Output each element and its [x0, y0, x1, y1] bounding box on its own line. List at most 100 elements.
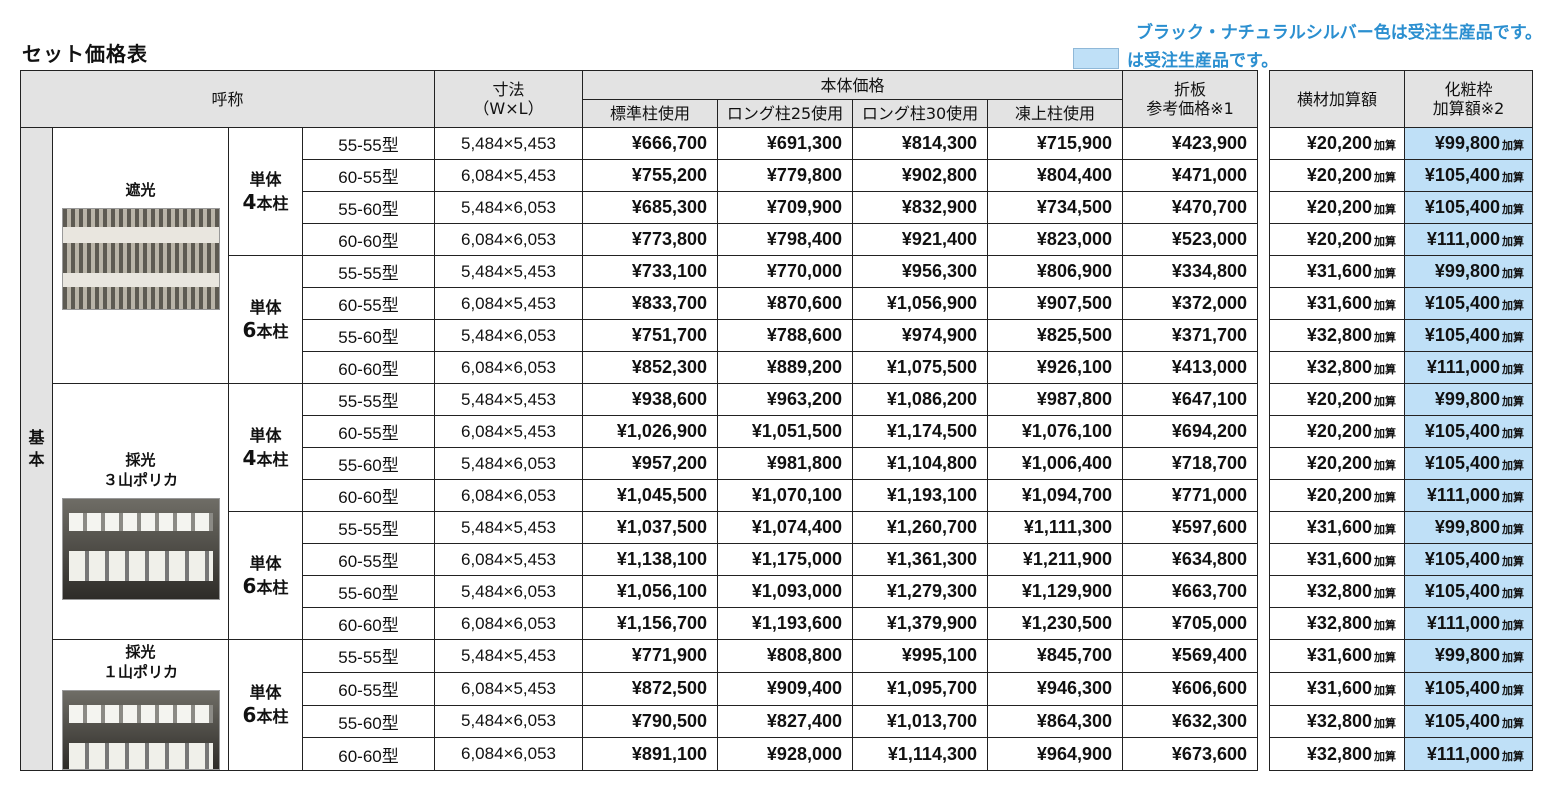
table-row: 60-55型 6,084×5,453 ¥755,200 ¥779,800 ¥902,80…	[21, 159, 1533, 192]
beam-add: ¥20,200 加算	[1269, 223, 1405, 256]
type-cell: 採光 １山ポリカ	[52, 639, 229, 771]
price-frost: ¥715,900	[987, 127, 1123, 160]
post-config-count: 6本柱	[230, 317, 302, 343]
column-gap	[1257, 607, 1270, 640]
price-frost: ¥804,400	[987, 159, 1123, 192]
price-long25: ¥798,400	[717, 223, 853, 256]
price-long30: ¥1,174,500	[852, 415, 988, 448]
dimension: 5,484×6,053	[434, 447, 583, 480]
beam-add: ¥20,200 加算	[1269, 159, 1405, 192]
price-standard: ¥891,100	[582, 737, 718, 771]
decor-add: ¥111,000 加算	[1404, 607, 1533, 640]
price-long25: ¥963,200	[717, 383, 853, 416]
price-standard: ¥755,200	[582, 159, 718, 192]
price-standard: ¥872,500	[582, 671, 718, 706]
base-label-char: 基	[28, 428, 45, 447]
add-suffix: 加算	[1374, 204, 1396, 216]
size-type: 60-60型	[302, 737, 435, 771]
price-frost: ¥1,129,900	[987, 575, 1123, 608]
decor-add-value: ¥99,800	[1434, 517, 1500, 537]
decor-add: ¥105,400 加算	[1404, 191, 1533, 224]
price-frost: ¥806,900	[987, 255, 1123, 288]
post-config-label: 単体	[249, 425, 282, 445]
price-standard: ¥685,300	[582, 191, 718, 224]
price-standard: ¥1,037,500	[582, 511, 718, 544]
decor-add: ¥111,000 加算	[1404, 737, 1533, 771]
post-count: 6	[242, 703, 257, 727]
price-long25: ¥1,093,000	[717, 575, 853, 608]
price-fold: ¥569,400	[1122, 639, 1258, 673]
table-row: 採光 ３山ポリカ 単体 4本柱 55-55型 5,484×5,453 ¥938,600 ¥96…	[21, 383, 1533, 640]
decor-add: ¥105,400 加算	[1404, 575, 1533, 608]
table-row: 60-55型 6,084×5,453 ¥1,138,100 ¥1,175,000 ¥1,…	[21, 543, 1533, 576]
dimension: 6,084×5,453	[434, 415, 583, 448]
price-long30: ¥902,800	[852, 159, 988, 192]
price-long30: ¥956,300	[852, 255, 988, 288]
size-type: 55-55型	[302, 127, 435, 160]
post-config-count: 6本柱	[230, 575, 302, 599]
blue-swatch-icon	[1073, 48, 1119, 69]
size-type: 60-60型	[302, 223, 435, 256]
price-standard: ¥957,200	[582, 447, 718, 480]
price-fold: ¥718,700	[1122, 447, 1258, 480]
column-gap	[1257, 383, 1270, 416]
dimension: 6,084×5,453	[434, 671, 583, 706]
price-standard: ¥938,600	[582, 383, 718, 416]
price-long30: ¥1,279,300	[852, 575, 988, 608]
dimension: 6,084×6,053	[434, 737, 583, 771]
post-count: 4	[242, 189, 257, 214]
header-size-label: 寸法	[492, 80, 525, 99]
decor-add: ¥105,400 加算	[1404, 159, 1533, 192]
type-label: 遮光	[125, 181, 156, 199]
table-row: 55-60型 5,484×6,053 ¥790,500 ¥827,400 ¥1,013,…	[21, 704, 1533, 739]
beam-add-value: ¥32,800	[1306, 581, 1372, 601]
add-suffix: 加算	[1502, 717, 1524, 730]
header-fold-line1: 折板	[1173, 80, 1206, 99]
size-type: 60-55型	[302, 287, 435, 320]
decor-add-value: ¥105,400	[1424, 678, 1500, 699]
column-gap	[1257, 639, 1270, 673]
type-cell: 遮光	[52, 127, 229, 384]
price-fold: ¥647,100	[1122, 383, 1258, 416]
decor-add-value: ¥105,400	[1424, 293, 1500, 313]
add-suffix: 加算	[1374, 620, 1396, 632]
price-fold: ¥673,600	[1122, 737, 1258, 771]
add-suffix: 加算	[1374, 332, 1396, 344]
add-suffix: 加算	[1374, 556, 1396, 568]
price-long30: ¥1,361,300	[852, 543, 988, 576]
header-fold-line2: 参考価格※1	[1146, 99, 1234, 118]
beam-add: ¥20,200 加算	[1269, 447, 1405, 480]
decor-add-value: ¥105,400	[1424, 325, 1500, 345]
add-suffix: 加算	[1374, 140, 1396, 152]
price-frost: ¥823,000	[987, 223, 1123, 256]
decor-add: ¥111,000 加算	[1404, 351, 1533, 384]
decor-add: ¥105,400 加算	[1404, 543, 1533, 576]
beam-add-value: ¥20,200	[1306, 229, 1372, 249]
beam-add: ¥31,600 加算	[1269, 671, 1405, 706]
table-row: 基本遮光 単体 4本柱 55-55型 5,484×5,453 ¥666,700 ¥691,3…	[20, 127, 1533, 771]
decor-add: ¥105,400 加算	[1404, 671, 1533, 706]
price-long30: ¥1,104,800	[852, 447, 988, 480]
table-row: 60-55型 6,084×5,453 ¥833,700 ¥870,600 ¥1,056,…	[21, 287, 1533, 320]
decor-add: ¥111,000 加算	[1404, 223, 1533, 256]
post-config-count: 4本柱	[230, 447, 302, 471]
price-standard: ¥1,045,500	[582, 479, 718, 512]
column-gap	[1257, 255, 1270, 288]
beam-add-value: ¥20,200	[1306, 453, 1372, 473]
size-type: 55-55型	[302, 639, 435, 673]
add-suffix: 加算	[1502, 140, 1524, 152]
header-decor: 化粧枠 加算額※2	[1404, 70, 1533, 128]
post-config: 単体 6本柱	[228, 639, 303, 771]
price-fold: ¥523,000	[1122, 223, 1258, 256]
table-row: 60-60型 6,084×6,053 ¥773,800 ¥798,400 ¥921,40…	[21, 223, 1533, 256]
header-size: 寸法 （W×L）	[434, 70, 583, 128]
price-frost: ¥1,111,300	[987, 511, 1123, 544]
add-suffix: 加算	[1374, 396, 1396, 408]
price-frost: ¥734,500	[987, 191, 1123, 224]
decor-add-value: ¥99,800	[1434, 133, 1500, 153]
column-gap	[1257, 543, 1270, 576]
price-long25: ¥1,175,000	[717, 543, 853, 576]
post-count: 6	[242, 317, 257, 342]
header-decor-line1: 化粧枠	[1444, 80, 1493, 99]
add-suffix: 加算	[1502, 300, 1524, 312]
